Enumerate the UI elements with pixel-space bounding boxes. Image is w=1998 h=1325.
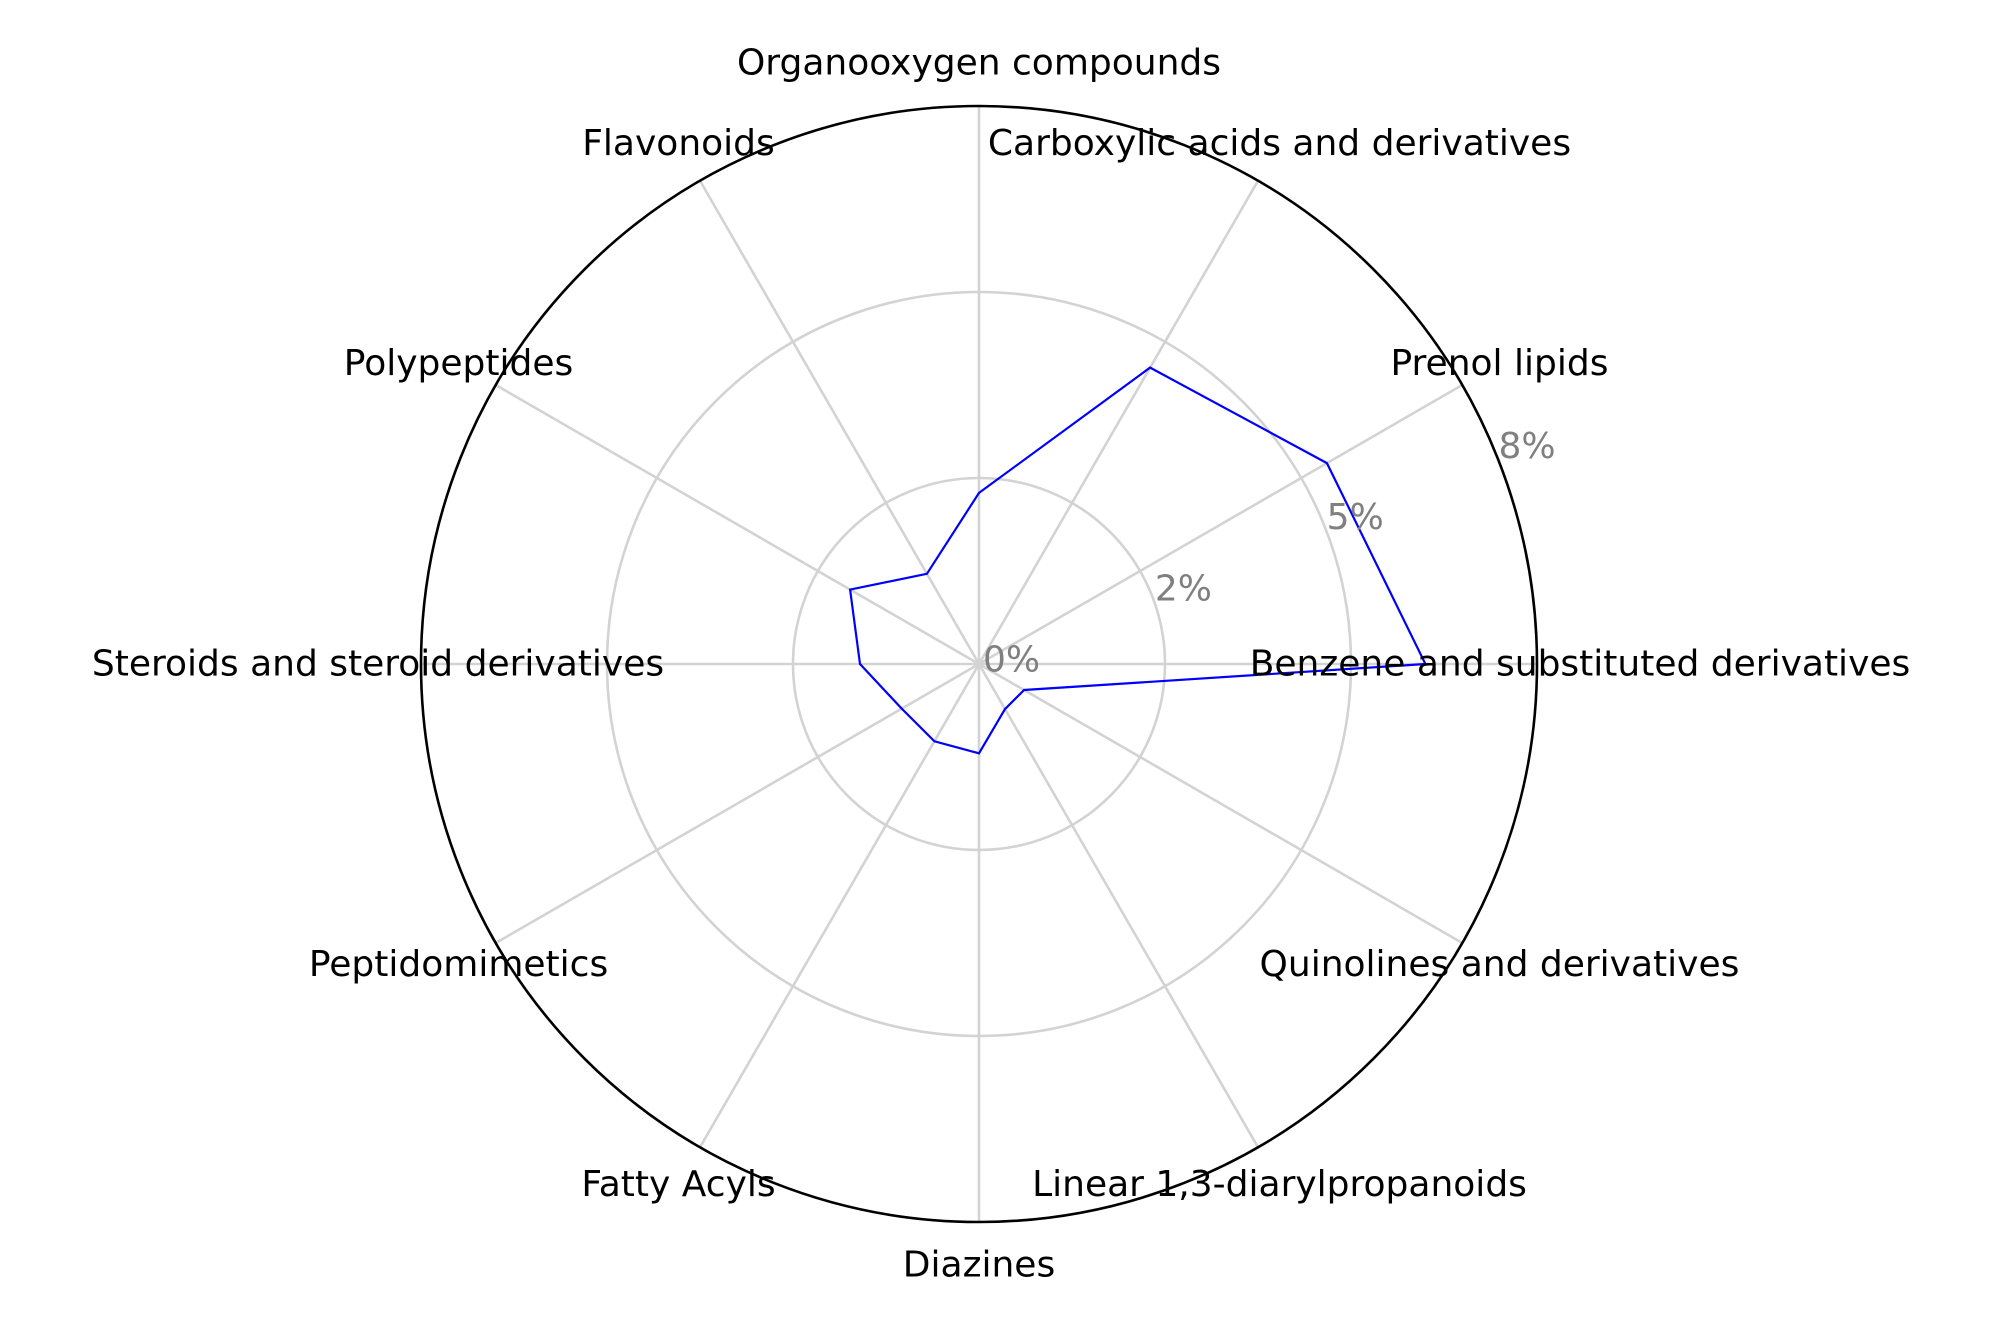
tick-label-3: 8% [1499,426,1556,467]
series-layer [848,366,1427,755]
spoke-10 [977,663,1260,1148]
category-label-10: Linear 1,3-diarylpropanoids [1032,1164,1527,1205]
tick-label-2: 5% [1327,497,1384,538]
spoke-1 [978,383,1463,666]
spoke-11 [978,662,1463,945]
grid-layer [419,104,1539,1224]
tick-label-1: 2% [1155,568,1212,609]
category-label-11: Quinolines and derivatives [1260,944,1740,985]
spoke-7 [495,662,980,945]
category-label-6: Steroids and steroid derivatives [92,644,664,685]
category-label-5: Polypeptides [344,343,573,384]
series-line-0 [848,366,1427,755]
category-label-4: Flavonoids [582,123,775,164]
category-label-7: Peptidomimetics [309,944,608,985]
spoke-2 [977,180,1260,665]
spoke-5 [495,383,980,666]
spoke-8 [698,663,981,1148]
label-layer: 0% 2% 5% 8% Benzene and substituted derivati… [92,43,1910,1286]
category-label-3: Organooxygen compounds [737,43,1221,84]
category-label-1: Prenol lipids [1390,343,1608,384]
category-label-9: Diazines [903,1245,1055,1286]
category-label-2: Carboxylic acids and derivatives [988,123,1571,164]
spoke-4 [698,180,981,665]
category-label-8: Fatty Acyls [581,1164,775,1205]
category-label-0: Benzene and substituted derivatives [1250,644,1911,685]
tick-label-0: 0% [983,640,1040,681]
outer-ring [419,104,1539,1224]
